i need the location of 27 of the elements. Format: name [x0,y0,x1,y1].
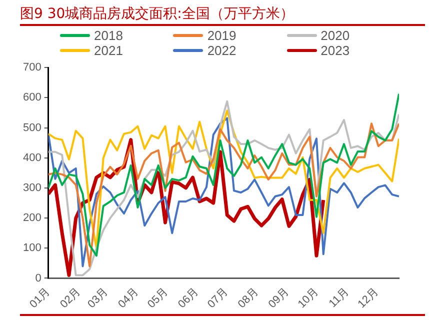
x-tick-label: 01月 [28,286,53,311]
y-tick-label: 400 [22,152,42,164]
y-tick-label: 0 [35,272,42,284]
legend-label: 2022 [207,43,236,58]
chart-title: 图9 30城商品房成交面积:全国（万平方米） [20,4,425,26]
legend-label: 2020 [320,28,350,43]
legend-label: 2023 [320,43,350,58]
y-tick-label: 700 [22,62,42,74]
x-tick-label: 11月 [326,286,352,310]
y-tick-label: 300 [22,182,42,194]
x-tick-label: 02月 [58,286,84,311]
x-tick-label: 12月 [356,286,381,311]
y-tick-label: 500 [22,122,42,134]
x-tick-label: 04月 [116,286,142,311]
x-tick-label: 08月 [236,286,261,311]
legend-label: 2019 [207,28,236,43]
x-tick-label: 05月 [146,286,170,311]
legend-label: 2018 [94,28,123,43]
y-tick-label: 100 [22,242,42,254]
x-tick-label: 07月 [205,286,230,311]
x-tick-label: 06月 [176,286,201,311]
legend-label: 2021 [94,43,123,58]
y-tick-label: 600 [22,92,42,104]
x-tick-label: 10月 [296,286,321,311]
y-tick-label: 200 [22,212,42,224]
x-tick-label: 09月 [266,286,292,311]
x-tick-label: 03月 [86,286,111,311]
